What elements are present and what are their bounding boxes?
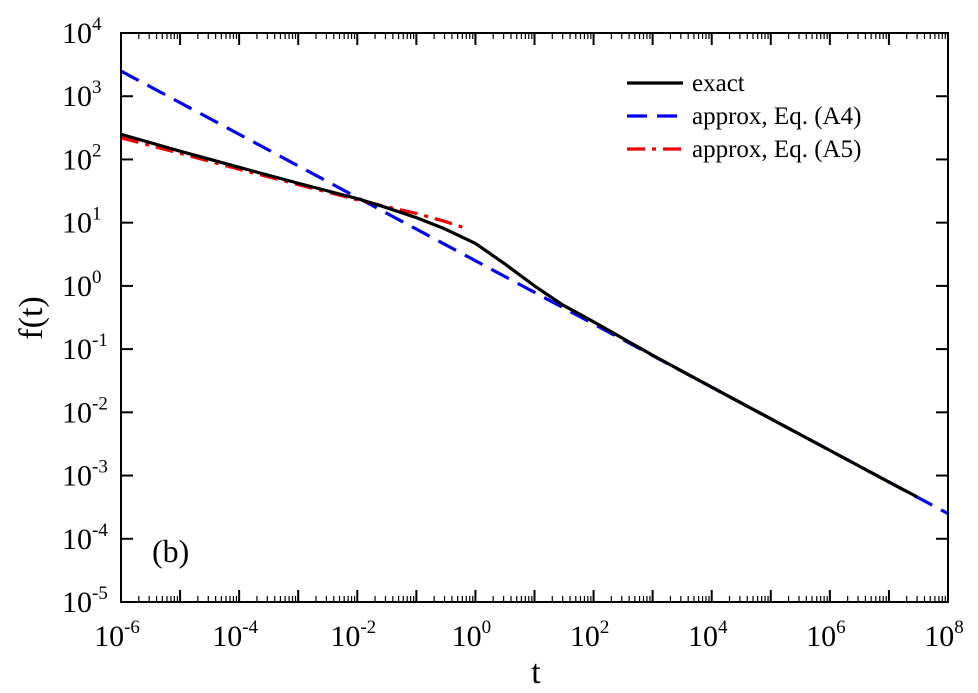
- x-tick-label: 102: [570, 617, 610, 653]
- y-tick-label: 10-5: [62, 583, 108, 619]
- y-tick-label: 100: [62, 267, 102, 303]
- panel-label: (b): [152, 533, 189, 569]
- series-layer: [121, 69, 948, 516]
- legend-label: exact: [692, 70, 745, 97]
- legend-label: approx, Eq. (A4): [692, 103, 861, 130]
- y-tick-label: 10-4: [62, 520, 108, 556]
- legend-label: approx, Eq. (A5): [692, 136, 861, 163]
- x-tick-label: 104: [688, 617, 728, 653]
- x-axis-title: t: [531, 654, 541, 691]
- y-tick-label: 101: [62, 204, 102, 240]
- x-tick-label: 10-4: [212, 617, 258, 653]
- y-tick-label: 10-3: [62, 457, 108, 493]
- y-tick-labels: 10-5 10-4 10-3 10-2 10-1 100 101 102 103 104: [62, 14, 108, 619]
- y-tick-label: 104: [62, 14, 102, 50]
- x-tick-label: 100: [452, 617, 492, 653]
- plot-frame: [120, 32, 949, 603]
- y-tick-label: 10-1: [62, 330, 108, 366]
- x-tick-label: 10-2: [330, 617, 376, 653]
- x-tick-label: 106: [806, 617, 846, 653]
- series-line-exact: [121, 132, 918, 499]
- y-tick-label: 10-2: [62, 393, 108, 429]
- y-tick-label: 103: [62, 77, 102, 113]
- y-axis-title: f(t): [13, 296, 50, 339]
- x-tick-labels: 10-6 10-4 10-2 100 102 104 106 108: [94, 617, 964, 653]
- x-tick-label: 108: [924, 617, 964, 653]
- legend: exact approx, Eq. (A4) approx, Eq. (A5): [627, 70, 861, 163]
- x-tick-label: 10-6: [94, 617, 140, 653]
- y-tick-label: 102: [62, 140, 102, 176]
